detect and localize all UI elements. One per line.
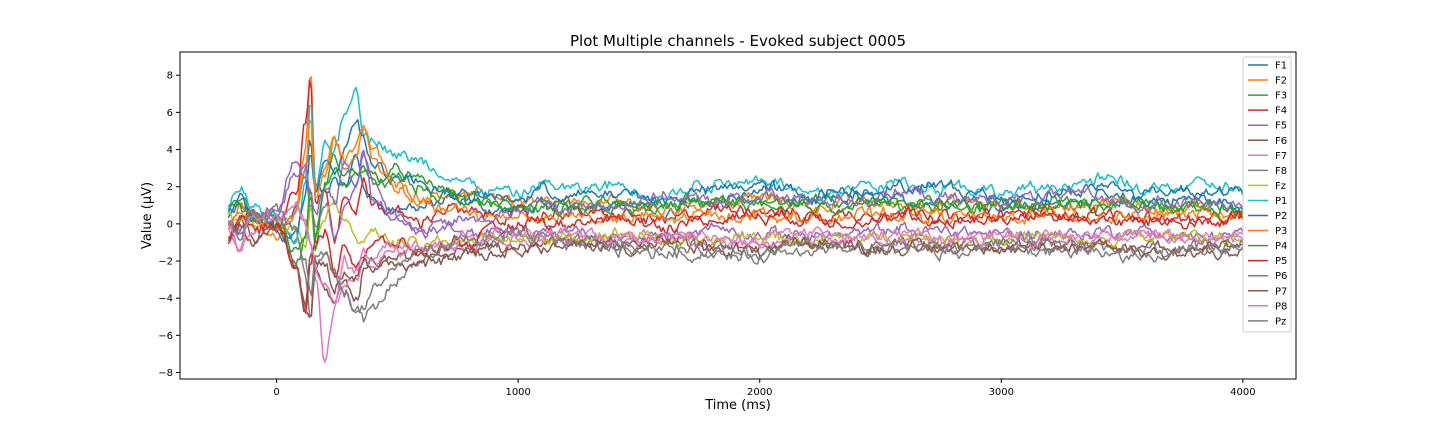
x-tick-label: 2000 — [747, 387, 772, 398]
y-tick-label: −2 — [158, 257, 173, 268]
x-axis: 0 1000 2000 3000 4000 — [273, 379, 1256, 398]
legend-label: F8 — [1275, 166, 1287, 177]
legend-label: P6 — [1275, 271, 1287, 282]
series-line-p4 — [227, 166, 1244, 253]
series-line-f4 — [228, 79, 1244, 244]
legend-label: P3 — [1275, 226, 1287, 237]
legend-label: F2 — [1275, 76, 1287, 87]
legend-label: Fz — [1275, 181, 1286, 192]
series-line-p8 — [227, 201, 1244, 304]
series-line-f5 — [228, 152, 1244, 245]
legend-label: P7 — [1275, 286, 1287, 297]
legend-label: Pz — [1275, 316, 1286, 327]
x-tick-label: 4000 — [1230, 387, 1255, 398]
legend-label: F5 — [1275, 121, 1287, 132]
legend-label: F1 — [1275, 61, 1287, 72]
legend: F1 F2 F3 F4 F5 F6 F7 F8 Fz P1 P2 P3 P4 P5 P6 P7 P8 Pz — [1242, 56, 1292, 333]
y-tick-label: 6 — [167, 108, 173, 119]
x-tick-label: 1000 — [505, 387, 530, 398]
legend-label: P5 — [1275, 256, 1287, 267]
y-tick-label: −6 — [158, 331, 173, 342]
y-tick-label: −4 — [158, 294, 173, 305]
legend-label: P4 — [1275, 241, 1287, 252]
legend-label: P2 — [1275, 211, 1287, 222]
legend-label: F4 — [1275, 106, 1287, 117]
legend-label: F6 — [1275, 136, 1287, 147]
legend-label: P1 — [1275, 196, 1287, 207]
series-line-f8 — [227, 212, 1244, 323]
y-tick-label: 8 — [167, 71, 173, 82]
series-line-p1 — [227, 86, 1244, 245]
x-tick-label: 3000 — [989, 387, 1014, 398]
chart-title: Plot Multiple channels - Evoked subject … — [570, 32, 906, 50]
y-tick-label: −8 — [158, 368, 173, 379]
x-axis-title: Time (ms) — [704, 398, 771, 413]
series-line-p6 — [227, 149, 1244, 239]
series-line-p3 — [227, 119, 1244, 231]
y-axis-title: Value (µV) — [140, 182, 155, 249]
series-line-pz — [227, 202, 1244, 314]
series-layer — [227, 76, 1244, 363]
legend-label: F7 — [1275, 151, 1287, 162]
y-tick-label: 4 — [167, 145, 173, 156]
legend-label: P8 — [1275, 301, 1287, 312]
y-axis: −8 −6 −4 −2 0 2 4 6 8 — [158, 71, 180, 379]
y-tick-label: 2 — [167, 182, 173, 193]
series-line-f1 — [227, 139, 1244, 232]
legend-label: F3 — [1275, 91, 1287, 102]
y-tick-label: 0 — [167, 219, 173, 230]
plot-frame — [179, 51, 1297, 380]
x-tick-label: 0 — [273, 387, 279, 398]
